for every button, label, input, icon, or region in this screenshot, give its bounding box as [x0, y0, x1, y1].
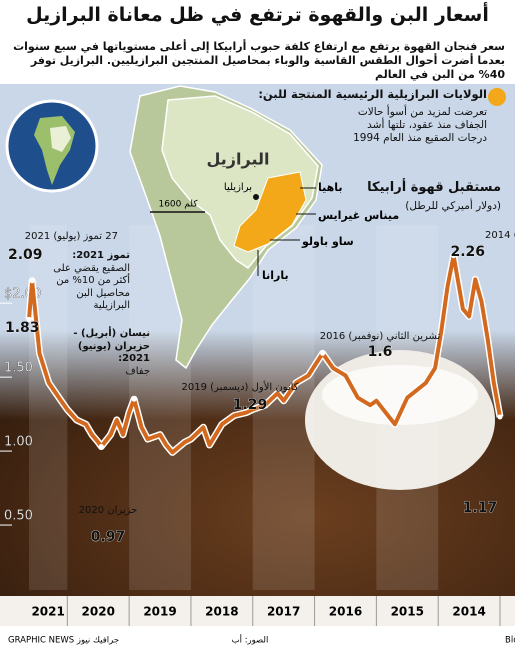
legend-text: تعرضت لمزيد من أسوأ حالات الجفاف منذ عقو… [353, 106, 487, 145]
chart-subtitle: (دولار أميركي للرطل) [405, 200, 501, 212]
footer-photos: الصور: أب [232, 634, 269, 646]
x-tick-label: 2014 [452, 605, 485, 619]
year-band [376, 225, 439, 590]
map-capital: برازيليا [224, 182, 252, 193]
annotation-date: تشرين الأول (أكتوبر) 2014 [485, 228, 515, 241]
x-tick-label: 2015 [391, 605, 424, 619]
y-tick-label: 1.00 [4, 435, 33, 450]
legend-swatch [488, 88, 506, 106]
note-title: تموز 2021: [72, 250, 130, 261]
annotation-value: 1.17 [463, 500, 498, 516]
footer-brand: GRAPHIC NEWS جرافيك نيوز [8, 636, 119, 646]
annotation-value: 0.97 [91, 529, 126, 545]
map-state: ساو باولو [301, 235, 354, 248]
y-tick-label: 1.50 [4, 361, 33, 376]
x-tick-label: 2019 [143, 605, 176, 619]
photo-cup-rim [322, 365, 478, 425]
chart-title: مستقبل قهوة أرابيكا [367, 180, 501, 195]
map-scale: 1600 كلم [158, 200, 198, 210]
annotation-point [29, 278, 35, 284]
note-text: جفاف [125, 365, 150, 377]
note-title: نيسان (أبريل) - حزيران (يونيو) 2021: [73, 328, 150, 364]
price-line [27, 253, 502, 455]
map-state: بارانا [262, 269, 289, 282]
y-tick-label: 0.50 [4, 509, 33, 524]
map-state: باهيا [318, 181, 343, 194]
annotation-value: 2.09 [8, 247, 43, 263]
title: أسعار البن والقهوة ترتفع في ظل معاناة ال… [26, 4, 489, 26]
note: نيسان (أبريل) - حزيران (يونيو) 2021: جفاف [62, 328, 150, 378]
subtitle: سعر فنجان القهوة يرتفع مع ارتفاع كلفة حب… [13, 40, 505, 81]
annotation-point [497, 414, 503, 420]
note: تموز 2021: الصقيع يقضي على أكثر من 10% من… [50, 250, 130, 313]
annotation-value: 1.83 [5, 320, 40, 336]
annotation-date: حزيران 2020 [79, 505, 138, 516]
x-tick-label: 2020 [82, 605, 115, 619]
annotation-point [320, 350, 326, 356]
annotation-value: 1.29 [233, 397, 268, 413]
annotation-point [98, 444, 104, 450]
annotation-value: 1.6 [368, 344, 393, 360]
annotation-point [131, 396, 137, 402]
annotation-date: 27 تموز (يوليو) 2021 [25, 231, 118, 242]
annotation-point [26, 316, 32, 322]
x-tick-label: 2018 [205, 605, 238, 619]
capital-dot [253, 194, 259, 200]
map-state: ميناس غيرايس [318, 209, 399, 222]
globe-brazil [50, 126, 71, 152]
annotation-date: كانون الأول (ديسمبر) 2019 [182, 380, 299, 393]
x-tick-label: 2021 [31, 605, 64, 619]
legend-title: الولايات البرازيلية الرئيسية المنتجة للب… [258, 87, 487, 101]
footer-source: المصدر: Bloomberg, Reuters, Trading Econ… [505, 636, 515, 646]
map-coffee-states [233, 171, 307, 253]
x-tick-label: 2016 [329, 605, 362, 619]
map-country: البرازيل [207, 150, 270, 169]
x-axis-strip [0, 596, 515, 626]
annotation-date: تشرين الثاني (نوفمبر) 2016 [320, 331, 441, 342]
note-text: الصقيع يقضي على أكثر من 10% من محاصيل ال… [53, 262, 130, 312]
annotation-value: 2.26 [450, 244, 485, 260]
x-tick-label: 2017 [267, 605, 300, 619]
annotation-point [451, 253, 457, 259]
